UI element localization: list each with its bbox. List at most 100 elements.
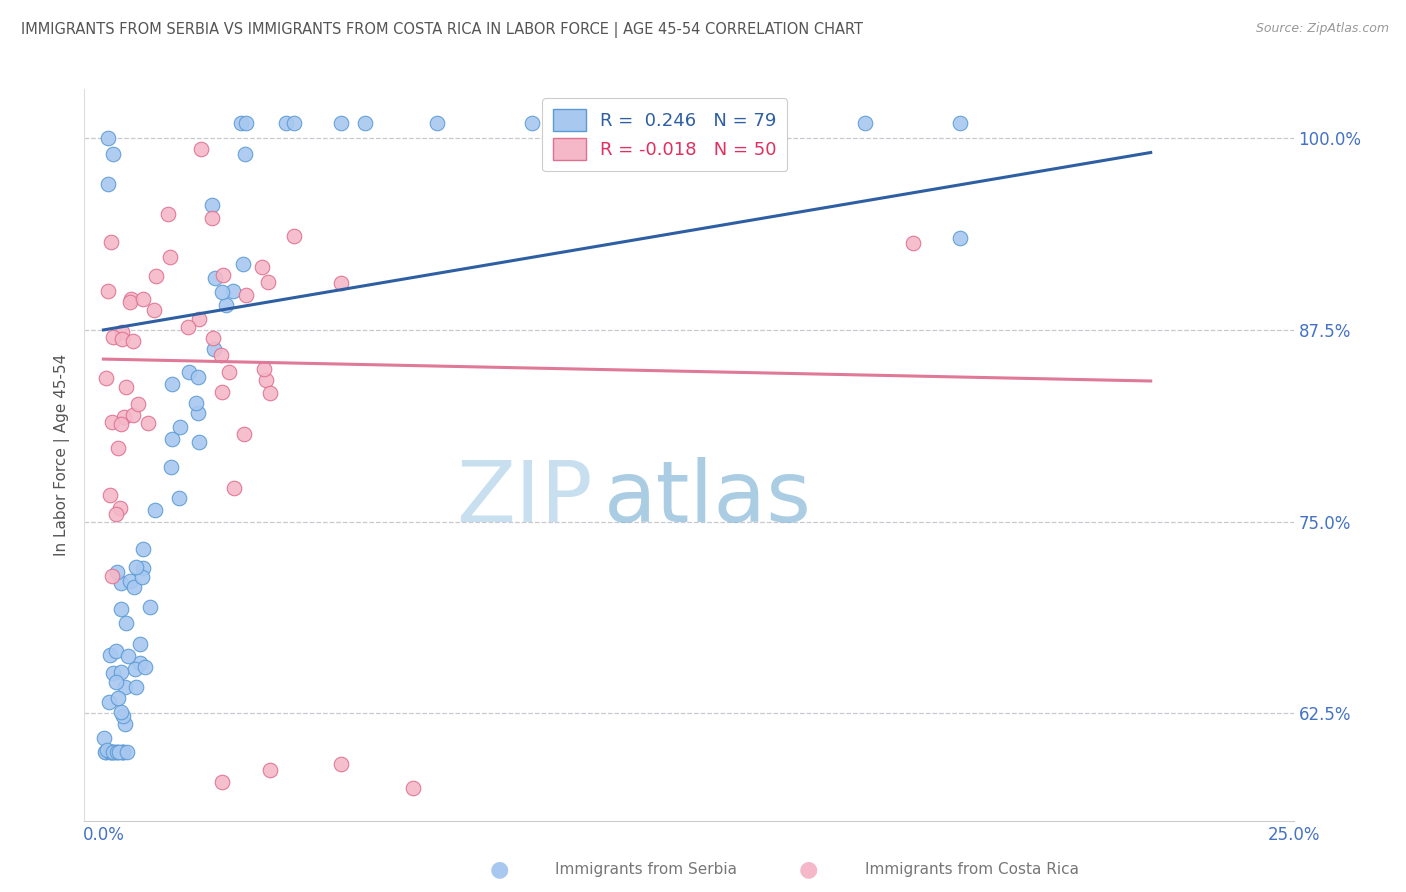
Point bbox=[110, 665, 132, 679]
Text: atlas: atlas bbox=[605, 458, 813, 541]
Point bbox=[134, 659, 156, 673]
Point bbox=[186, 396, 208, 410]
Text: Immigrants from Serbia: Immigrants from Serbia bbox=[555, 863, 737, 877]
Point bbox=[115, 616, 138, 631]
Point bbox=[211, 285, 233, 300]
Point bbox=[160, 432, 183, 446]
Point bbox=[112, 410, 135, 425]
Point bbox=[105, 745, 128, 759]
Point bbox=[616, 116, 638, 130]
Point bbox=[94, 370, 117, 384]
Point bbox=[93, 731, 115, 745]
Point bbox=[139, 599, 162, 614]
Point bbox=[211, 775, 233, 789]
Point bbox=[117, 649, 139, 664]
Point bbox=[110, 705, 132, 719]
Point bbox=[711, 116, 734, 130]
Point bbox=[187, 434, 209, 449]
Point bbox=[127, 397, 149, 411]
Point bbox=[235, 147, 257, 161]
Point bbox=[121, 408, 143, 422]
Point bbox=[94, 745, 117, 759]
Point bbox=[129, 657, 152, 671]
Point bbox=[105, 745, 128, 759]
Text: ZIP: ZIP bbox=[456, 458, 592, 541]
Point bbox=[949, 116, 972, 130]
Point bbox=[112, 745, 135, 759]
Point bbox=[229, 116, 252, 130]
Point bbox=[104, 507, 127, 521]
Point bbox=[222, 481, 245, 495]
Point bbox=[204, 270, 226, 285]
Point bbox=[107, 745, 129, 759]
Point bbox=[100, 569, 122, 583]
Point bbox=[120, 292, 142, 306]
Point bbox=[96, 743, 118, 757]
Point bbox=[233, 426, 256, 441]
Point bbox=[252, 260, 274, 274]
Point bbox=[110, 325, 132, 339]
Point bbox=[131, 541, 153, 556]
Point bbox=[202, 330, 225, 344]
Point bbox=[145, 269, 167, 284]
Point bbox=[187, 370, 209, 384]
Point bbox=[98, 488, 121, 502]
Y-axis label: In Labor Force | Age 45-54: In Labor Force | Age 45-54 bbox=[55, 354, 70, 556]
Point bbox=[97, 284, 120, 298]
Point bbox=[330, 116, 353, 130]
Text: Source: ZipAtlas.com: Source: ZipAtlas.com bbox=[1256, 22, 1389, 36]
Point bbox=[145, 503, 167, 517]
Point bbox=[259, 386, 281, 401]
Point bbox=[100, 235, 122, 249]
Point bbox=[101, 745, 124, 759]
Point bbox=[98, 648, 121, 662]
Point bbox=[97, 131, 120, 145]
Point bbox=[853, 116, 876, 130]
Point bbox=[283, 228, 305, 243]
Point bbox=[169, 419, 191, 434]
Point bbox=[215, 298, 238, 312]
Point bbox=[103, 745, 125, 759]
Point bbox=[115, 379, 138, 393]
Point bbox=[257, 275, 280, 289]
Point bbox=[112, 745, 135, 759]
Point bbox=[100, 745, 122, 759]
Legend: R =  0.246   N = 79, R = -0.018   N = 50: R = 0.246 N = 79, R = -0.018 N = 50 bbox=[543, 98, 787, 171]
Point bbox=[202, 342, 225, 356]
Point bbox=[157, 207, 180, 221]
Point bbox=[105, 644, 128, 658]
Point bbox=[131, 570, 153, 584]
Point bbox=[276, 116, 298, 130]
Point bbox=[402, 781, 425, 796]
Point bbox=[97, 178, 120, 192]
Point bbox=[159, 250, 181, 264]
Point bbox=[132, 293, 155, 307]
Point bbox=[190, 143, 212, 157]
Point bbox=[103, 330, 125, 344]
Point bbox=[283, 116, 305, 130]
Text: ●: ● bbox=[489, 860, 509, 880]
Point bbox=[136, 416, 159, 430]
Point bbox=[235, 116, 257, 130]
Point bbox=[188, 312, 211, 326]
Text: IMMIGRANTS FROM SERBIA VS IMMIGRANTS FROM COSTA RICA IN LABOR FORCE | AGE 45-54 : IMMIGRANTS FROM SERBIA VS IMMIGRANTS FRO… bbox=[21, 22, 863, 38]
Point bbox=[949, 231, 972, 245]
Point bbox=[98, 695, 121, 709]
Point bbox=[354, 116, 377, 130]
Point bbox=[121, 334, 143, 348]
Point bbox=[122, 580, 145, 594]
Point bbox=[98, 745, 121, 759]
Point bbox=[110, 417, 132, 431]
Point bbox=[118, 574, 141, 588]
Point bbox=[101, 415, 124, 429]
Point bbox=[124, 662, 146, 676]
Point bbox=[101, 745, 124, 759]
Point bbox=[426, 116, 449, 130]
Point bbox=[160, 376, 183, 391]
Point bbox=[901, 235, 924, 250]
Text: ●: ● bbox=[799, 860, 818, 880]
Point bbox=[117, 745, 139, 759]
Point bbox=[209, 347, 232, 361]
Point bbox=[111, 745, 134, 759]
Text: Immigrants from Costa Rica: Immigrants from Costa Rica bbox=[865, 863, 1078, 877]
